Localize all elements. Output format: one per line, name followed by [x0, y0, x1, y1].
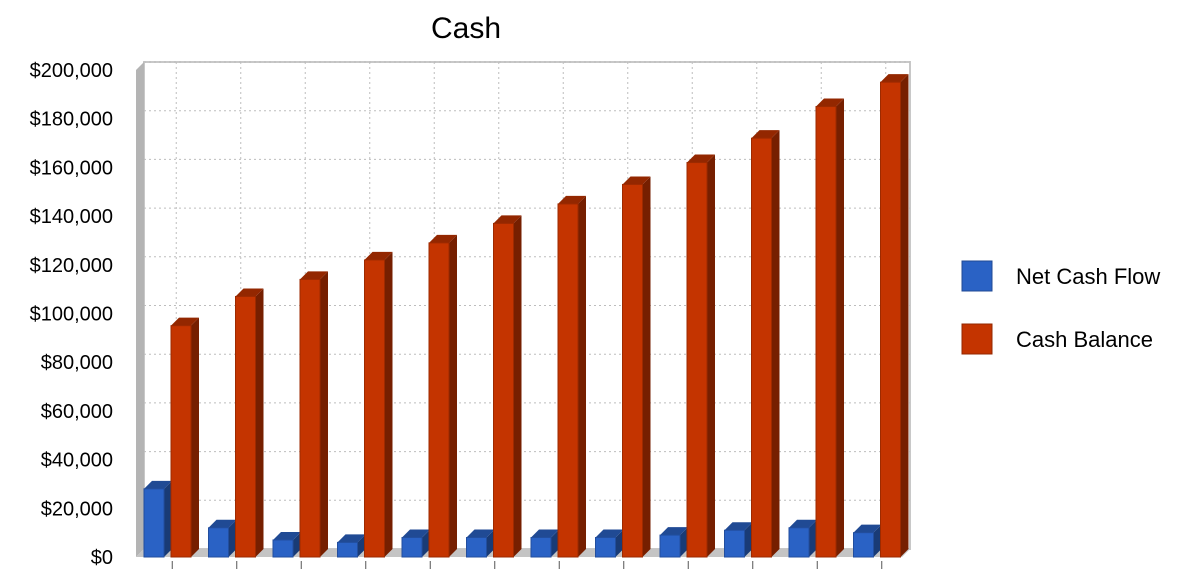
bar-net-cash-flow: [143, 480, 172, 558]
bar-cash-balance: [364, 251, 393, 558]
y-tick-label: $20,000: [41, 498, 113, 520]
bar-cash-balance: [493, 215, 522, 558]
y-tick-label: $100,000: [30, 304, 113, 326]
bar-cash-balance: [815, 98, 844, 558]
y-tick-label: $180,000: [30, 109, 113, 131]
bar-net-cash-flow: [788, 519, 817, 558]
bar-cash-balance: [686, 154, 715, 558]
bar-cash-balance: [557, 195, 586, 558]
bars: [143, 74, 909, 558]
bar-net-cash-flow: [595, 529, 624, 558]
bar-cash-balance: [299, 271, 328, 558]
y-axis: $0 $20,000 $40,000 $60,000 $80,000 $100,000 $1…: [30, 60, 113, 569]
legend-swatch-cash-balance: [961, 323, 993, 355]
legend-label-cash-balance: Cash Balance: [1016, 327, 1153, 352]
bar-net-cash-flow: [724, 522, 753, 558]
legend-label-net-cash-flow: Net Cash Flow: [1016, 264, 1160, 289]
legend-swatch-net-cash-flow: [961, 260, 993, 292]
bar-net-cash-flow: [530, 529, 559, 558]
bar-cash-balance: [622, 176, 651, 558]
y-tick-label: $200,000: [30, 60, 113, 82]
plot-area: [136, 61, 911, 557]
plot-side-wall: [136, 62, 144, 557]
bar-cash-balance: [428, 234, 457, 558]
y-tick-label: $160,000: [30, 157, 113, 179]
legend: Net Cash Flow Cash Balance: [961, 260, 1160, 355]
x-axis: [171, 561, 883, 569]
y-tick-label: $120,000: [30, 255, 113, 277]
y-tick-label: $60,000: [41, 401, 113, 423]
y-tick-label: $0: [91, 547, 113, 569]
bar-net-cash-flow: [659, 527, 688, 558]
bar-net-cash-flow: [466, 529, 495, 558]
bar-net-cash-flow: [853, 524, 882, 558]
plot-floor: [136, 549, 910, 557]
bar-cash-balance: [170, 317, 199, 558]
chart-title: Cash: [431, 12, 501, 45]
bar-net-cash-flow: [208, 519, 237, 558]
bar-net-cash-flow: [337, 534, 366, 558]
y-tick-label: $80,000: [41, 352, 113, 374]
bar-cash-balance: [751, 130, 780, 558]
y-tick-label: $140,000: [30, 206, 113, 228]
bar-net-cash-flow: [401, 529, 430, 558]
bar-cash-balance: [880, 74, 909, 558]
bar-cash-balance: [235, 288, 264, 558]
bar-net-cash-flow: [272, 531, 301, 558]
y-tick-label: $40,000: [41, 450, 113, 472]
plot-back-wall: [143, 61, 911, 550]
